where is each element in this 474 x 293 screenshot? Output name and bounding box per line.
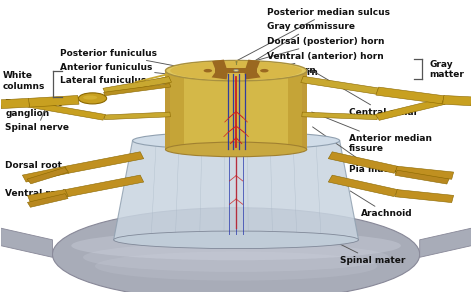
Polygon shape (165, 71, 184, 149)
Text: Lateral horn: Lateral horn (252, 66, 315, 75)
Polygon shape (211, 73, 228, 79)
Text: Posterior median sulcus: Posterior median sulcus (237, 8, 390, 60)
Ellipse shape (114, 231, 358, 248)
Ellipse shape (204, 69, 212, 72)
Ellipse shape (53, 208, 419, 293)
Text: Lateral funiculus: Lateral funiculus (60, 76, 176, 85)
Polygon shape (104, 112, 171, 120)
Polygon shape (395, 170, 449, 184)
Polygon shape (288, 71, 302, 149)
Polygon shape (165, 71, 307, 149)
Polygon shape (134, 73, 171, 83)
Polygon shape (419, 228, 472, 257)
Polygon shape (104, 84, 171, 96)
Polygon shape (245, 73, 261, 79)
Text: Posterior funiculus: Posterior funiculus (60, 49, 176, 66)
Polygon shape (27, 168, 69, 184)
Text: Spinal mater: Spinal mater (327, 238, 405, 265)
Polygon shape (134, 76, 171, 86)
Polygon shape (134, 79, 171, 89)
Polygon shape (246, 59, 260, 68)
Text: Arachnoid: Arachnoid (350, 191, 412, 218)
Polygon shape (27, 194, 68, 207)
Polygon shape (27, 190, 68, 202)
Polygon shape (212, 59, 227, 68)
Polygon shape (65, 175, 144, 197)
Polygon shape (103, 77, 172, 94)
Ellipse shape (71, 231, 401, 260)
Text: Ventral (anterior) horn: Ventral (anterior) horn (252, 52, 383, 74)
Text: Dorsal root
ganglion: Dorsal root ganglion (5, 99, 91, 118)
Text: Lateral horn: Lateral horn (255, 68, 318, 77)
Text: Gray
matter: Gray matter (429, 59, 464, 79)
Polygon shape (375, 98, 445, 120)
Text: Ventral root: Ventral root (5, 189, 82, 198)
Ellipse shape (83, 243, 389, 272)
Polygon shape (22, 166, 68, 182)
Polygon shape (328, 152, 398, 173)
Text: Spinal nerve: Spinal nerve (5, 105, 69, 132)
Polygon shape (114, 141, 358, 240)
Ellipse shape (170, 61, 302, 80)
Text: Pia mater: Pia mater (312, 127, 399, 174)
Ellipse shape (95, 251, 377, 281)
Ellipse shape (260, 69, 269, 72)
Polygon shape (65, 152, 144, 173)
Polygon shape (28, 96, 79, 107)
Polygon shape (27, 101, 106, 120)
Polygon shape (302, 112, 378, 120)
Polygon shape (301, 76, 379, 94)
Polygon shape (395, 190, 454, 202)
Ellipse shape (78, 93, 107, 104)
Ellipse shape (133, 132, 340, 149)
Polygon shape (395, 166, 454, 179)
Text: Dorsal (posterior) horn: Dorsal (posterior) horn (247, 37, 384, 63)
Text: Anterior funiculus: Anterior funiculus (60, 63, 176, 75)
Text: Dorsal root: Dorsal root (5, 161, 82, 170)
Polygon shape (0, 98, 29, 109)
Text: White
columns: White columns (3, 71, 46, 91)
Text: Anterior median
fissure: Anterior median fissure (312, 112, 432, 153)
Polygon shape (288, 71, 307, 149)
Ellipse shape (234, 69, 238, 71)
Ellipse shape (83, 96, 97, 100)
Polygon shape (215, 68, 257, 73)
Text: Gray commissure: Gray commissure (240, 23, 355, 70)
Ellipse shape (165, 60, 307, 81)
Polygon shape (170, 71, 184, 149)
Polygon shape (328, 175, 398, 197)
Polygon shape (443, 96, 472, 106)
Ellipse shape (165, 142, 307, 157)
Polygon shape (0, 228, 53, 257)
Polygon shape (376, 87, 445, 104)
Text: Central canal: Central canal (313, 71, 417, 117)
